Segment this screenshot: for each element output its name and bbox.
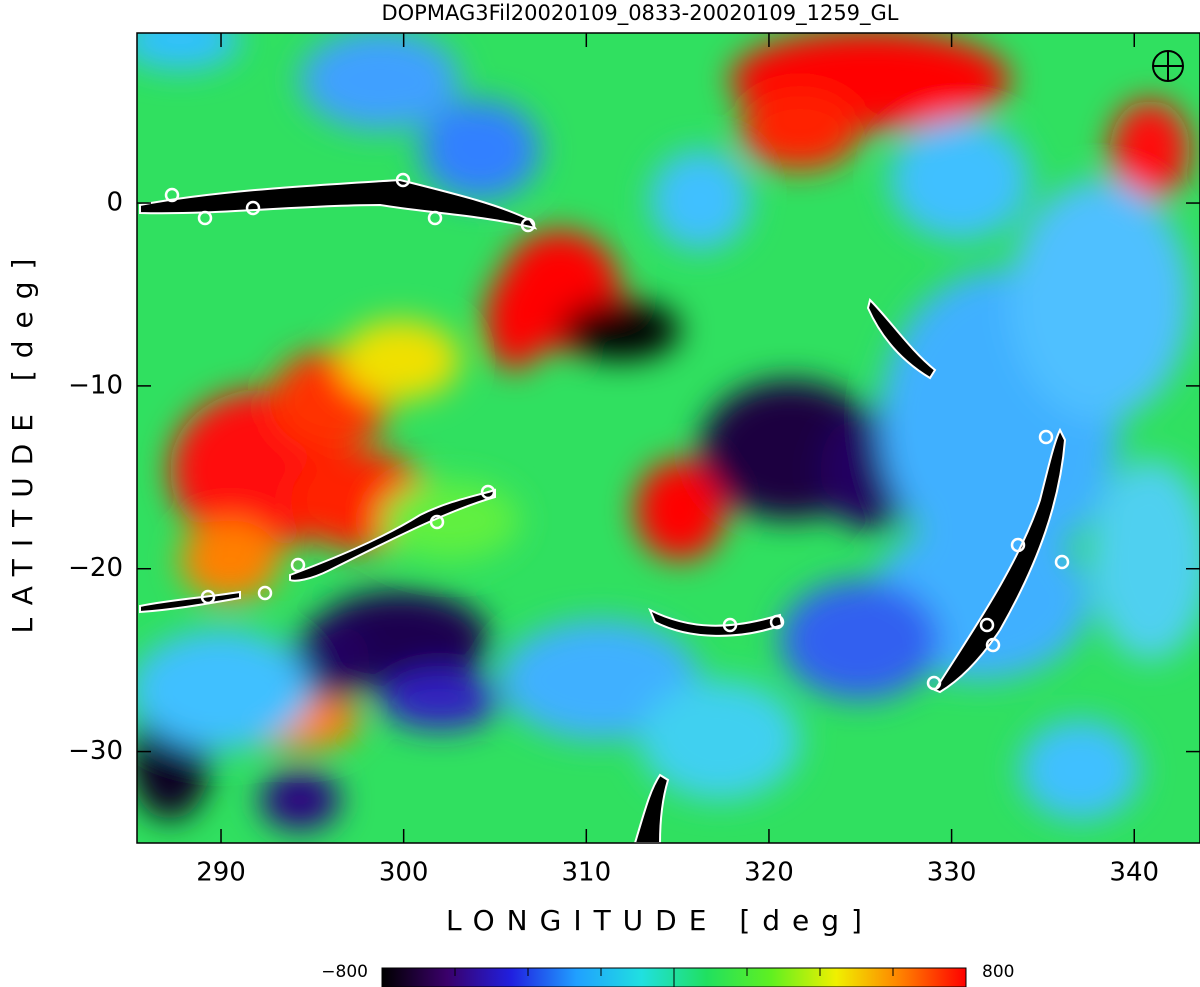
filament-marker <box>926 675 942 691</box>
x-tick-label: 310 <box>561 858 611 888</box>
filament <box>289 488 496 582</box>
field-blob <box>340 320 460 400</box>
y-axis-label: LATITUDE [deg] <box>6 247 39 634</box>
filament <box>866 298 937 380</box>
filament <box>139 178 538 230</box>
orientation-symbol <box>1153 51 1183 81</box>
x-tick-label: 300 <box>379 858 429 888</box>
field-image <box>137 33 1200 843</box>
y-tick-label: 0 <box>106 188 123 218</box>
field-blob <box>650 150 750 250</box>
field-blob <box>1010 180 1190 420</box>
field-blob <box>740 90 860 170</box>
field-blob <box>780 580 940 700</box>
field-blob <box>560 300 680 360</box>
filament-marker <box>257 585 273 601</box>
field-blob <box>1110 100 1190 200</box>
filament-marker <box>395 172 411 188</box>
y-tick-label: −10 <box>68 370 123 400</box>
filament-marker <box>979 617 995 633</box>
field-blob <box>635 460 725 560</box>
field-blobs <box>137 33 1200 830</box>
field-blob <box>137 630 310 750</box>
field-blob <box>500 620 700 740</box>
filament-marker <box>200 589 216 605</box>
y-tick-label: −20 <box>68 553 123 583</box>
field-blob <box>640 680 800 800</box>
filament-marker <box>245 200 261 216</box>
y-tick-label: −30 <box>68 736 123 766</box>
chart-title: DOPMAG3Fil20020109_0833-20020109_1259_GL <box>381 1 898 26</box>
filament-marker <box>427 210 443 226</box>
field-blob <box>137 33 240 70</box>
field-blob <box>290 620 370 700</box>
plot-frame <box>136 32 1200 844</box>
x-tick-label: 340 <box>1109 858 1159 888</box>
colorbar-label: 800 <box>982 962 1014 982</box>
x-tick-label: 320 <box>744 858 794 888</box>
filament-marker <box>1054 554 1070 570</box>
field-blob <box>380 480 520 560</box>
field-blob <box>420 100 540 200</box>
field-blob <box>380 670 500 730</box>
field-blob <box>180 520 280 600</box>
field-blob <box>300 33 460 130</box>
filament-marker <box>769 614 785 630</box>
filament-marker <box>1038 429 1054 445</box>
colorbar-label: −800 <box>321 962 368 982</box>
filaments <box>139 50 1184 843</box>
filament-marker <box>480 484 496 500</box>
filament-marker <box>722 617 738 633</box>
filament-marker <box>985 637 1001 653</box>
filament <box>633 773 670 843</box>
field-blob <box>260 770 340 830</box>
field-blob <box>485 270 545 370</box>
filament-marker <box>520 217 536 233</box>
field-blob <box>1020 720 1140 820</box>
field-blob <box>1090 460 1200 660</box>
filament-marker <box>290 557 306 573</box>
field-blob <box>890 120 1030 240</box>
filament-marker <box>164 187 180 203</box>
x-tick-label: 330 <box>927 858 977 888</box>
filament-marker <box>197 210 213 226</box>
filament-marker <box>429 514 445 530</box>
filament-marker <box>1010 537 1026 553</box>
x-tick-label: 290 <box>196 858 246 888</box>
x-axis-label: LONGITUDE [deg] <box>446 904 874 937</box>
